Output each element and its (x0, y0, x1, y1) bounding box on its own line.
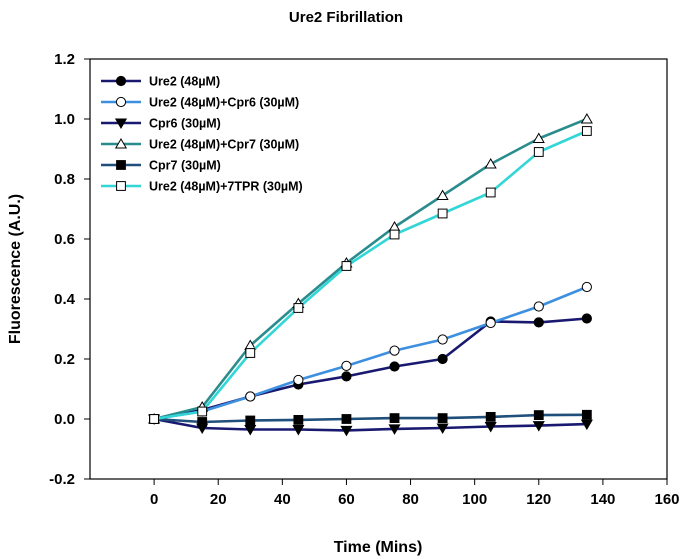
y-axis: -0.2 0.0 0.2 0.4 0.6 0.8 1.0 1.2 (49, 51, 90, 488)
series-2 (149, 281, 592, 425)
data-point (484, 158, 497, 169)
data-point (245, 391, 256, 402)
data-point (197, 406, 208, 417)
data-point (437, 413, 448, 424)
legend-marker (115, 75, 127, 87)
x-tick-label: 80 (402, 491, 419, 508)
x-axis: 0 20 40 60 80 100 120 140 160 (150, 479, 680, 508)
x-tick-label: 60 (338, 491, 355, 508)
data-point (293, 415, 304, 425)
x-tick-label: 100 (462, 491, 487, 508)
x-tick-label: 0 (150, 491, 158, 508)
data-point (245, 348, 256, 358)
plot-frame (89, 58, 668, 480)
data-point (485, 412, 496, 422)
data-point (485, 317, 496, 329)
legend-entry: Ure2 (48µM)+7TPR (30µM) (101, 180, 303, 194)
x-tick-label: 40 (274, 491, 291, 508)
data-point (437, 334, 448, 345)
series-line (153, 317, 587, 421)
data-point (581, 409, 592, 420)
series-6 (149, 126, 592, 424)
y-tick-label: 1.0 (54, 111, 75, 128)
legend-label: Ure2 (48µM)+Cpr7 (30µM) (149, 138, 299, 152)
data-point (340, 425, 353, 437)
data-point (341, 414, 352, 424)
data-point (436, 189, 449, 200)
data-point (580, 113, 593, 124)
data-point (581, 281, 592, 293)
series-line (154, 413, 587, 424)
data-point (484, 422, 497, 433)
data-point (244, 425, 257, 436)
legend-marker (114, 138, 128, 149)
y-tick-label: 0.0 (54, 411, 75, 428)
y-tick-label: 0.6 (54, 231, 75, 248)
legend-label: Cpr6 (30µM) (149, 117, 221, 131)
legend-marker (116, 181, 126, 191)
y-tick-label: 0.8 (54, 171, 75, 188)
series-line (153, 417, 587, 432)
data-point (532, 421, 545, 432)
data-point (533, 147, 544, 157)
data-point (389, 345, 400, 356)
chart-title: Ure2 Fibrillation (289, 9, 403, 26)
data-point (245, 415, 256, 426)
data-point (533, 410, 544, 421)
data-point (533, 301, 544, 312)
legend-marker (116, 160, 126, 170)
y-tick-label: 0.2 (54, 351, 75, 368)
x-tick-label: 120 (526, 491, 551, 508)
legend-label: Ure2 (48µM)+7TPR (30µM) (149, 180, 303, 194)
data-point (341, 371, 352, 382)
legend-label: Cpr7 (30µM) (149, 159, 221, 173)
data-point (389, 413, 400, 424)
legend-entry: Ure2 (48µM) (101, 75, 220, 89)
data-point (437, 208, 448, 219)
data-point (532, 132, 545, 143)
data-point (533, 317, 544, 328)
legend-label: Ure2 (48µM) (149, 75, 220, 89)
x-tick-label: 160 (654, 491, 679, 508)
data-point (581, 126, 592, 136)
data-point (293, 374, 304, 386)
legend-entry: Ure2 (48µM)+Cpr6 (30µM) (101, 96, 299, 110)
y-tick-label: 0.4 (54, 291, 76, 308)
series-line (153, 285, 588, 421)
series-line (153, 117, 588, 421)
data-point (581, 313, 592, 324)
x-axis-label: Time (Mins) (334, 539, 423, 556)
data-point (580, 419, 593, 431)
series-line (153, 129, 588, 421)
legend-marker (114, 118, 128, 129)
x-tick-label: 20 (210, 491, 227, 508)
data-point (341, 261, 352, 271)
data-point (485, 187, 496, 198)
series-layer (148, 113, 593, 437)
legend-marker (115, 96, 127, 108)
data-point (389, 229, 400, 240)
data-point (292, 425, 305, 436)
data-point (436, 423, 449, 434)
legend-label: Ure2 (48µM)+Cpr6 (30µM) (149, 96, 299, 110)
legend-entry: Ure2 (48µM)+Cpr7 (30µM) (101, 138, 299, 152)
data-point (293, 303, 304, 313)
legend: Ure2 (48µM) Ure2 (48µM)+Cpr6 (30µM) Cpr6 (… (101, 75, 303, 194)
data-point (149, 414, 160, 424)
data-point (437, 353, 448, 365)
y-axis-label: Fluorescence (A.U.) (7, 194, 24, 344)
data-point (341, 360, 352, 371)
data-point (388, 424, 401, 435)
data-point (197, 417, 208, 427)
y-tick-label: 1.2 (54, 51, 75, 68)
series-5 (149, 409, 592, 427)
y-tick-label: -0.2 (49, 471, 75, 488)
legend-entry: Cpr6 (30µM) (101, 117, 221, 131)
x-tick-label: 140 (590, 491, 615, 508)
legend-entry: Cpr7 (30µM) (101, 159, 221, 173)
data-point (389, 361, 400, 372)
